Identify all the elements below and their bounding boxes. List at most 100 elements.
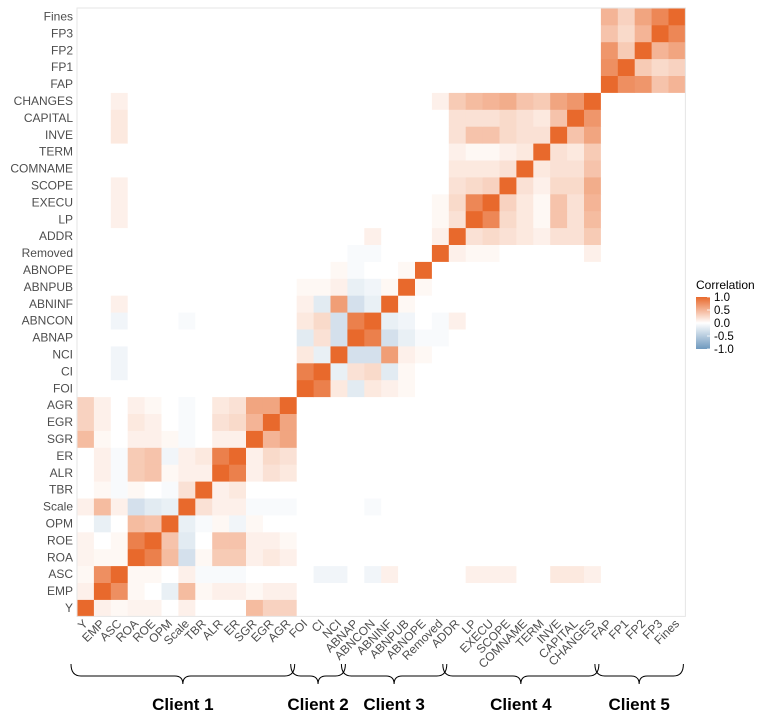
- heatmap-cell-nci-agr: [279, 346, 298, 364]
- heatmap-cell-scale-agr: [279, 498, 298, 516]
- heatmap-cell-emp-er: [229, 582, 247, 600]
- heatmap-cell-foi-fap: [600, 379, 619, 398]
- heatmap-cell-fp1-term: [533, 58, 551, 76]
- heatmap-cell-abnpub-foi: [296, 278, 314, 296]
- y-tick-fp2: FP2: [51, 43, 73, 57]
- heatmap-cell-lp-abncon: [364, 210, 382, 229]
- heatmap-cell-roe-roa: [127, 531, 145, 550]
- heatmap-cell-ci-removed: [431, 362, 450, 381]
- heatmap-cell-changes-nci: [330, 92, 348, 110]
- heatmap-cell-fp1-changes: [584, 58, 602, 76]
- heatmap-cell-scale-comname: [516, 498, 534, 516]
- heatmap-cell-ci-inve: [550, 362, 568, 381]
- heatmap-cell-fp2-fp1: [617, 41, 636, 60]
- heatmap-cell-comname-opm: [161, 160, 179, 178]
- heatmap-cell-nci-fines: [668, 346, 686, 364]
- heatmap-cell-scale-foi: [296, 498, 314, 516]
- heatmap-cell-er-lp: [465, 447, 483, 465]
- heatmap-cell-abnope-lp: [465, 261, 483, 279]
- heatmap-cell-egr-fp1: [617, 413, 636, 431]
- heatmap-cell-alr-abninf: [381, 464, 399, 482]
- heatmap-cell-agr-fines: [668, 396, 686, 414]
- heatmap-cell-scale-abncon: [364, 498, 382, 516]
- heatmap-cell-removed-term: [533, 244, 551, 262]
- heatmap-cell-comname-foi: [296, 160, 314, 178]
- heatmap-cell-inve-fp2: [634, 126, 652, 144]
- heatmap-cell-er-er: [229, 447, 247, 465]
- heatmap-cell-ci-abnap: [347, 362, 365, 381]
- heatmap-cell-sgr-removed: [431, 430, 450, 448]
- heatmap-cell-removed-tbr: [195, 244, 213, 262]
- heatmap-cell-abnope-capital: [567, 261, 585, 279]
- heatmap-cell-ci-fines: [668, 362, 686, 381]
- heatmap-cell-abnpub-er: [229, 278, 247, 296]
- heatmap-cell-capital-lp: [465, 109, 483, 127]
- heatmap-cell-sgr-scale: [178, 430, 196, 448]
- heatmap-cell-er-fp2: [634, 447, 652, 465]
- heatmap-cell-roe-term: [533, 531, 551, 550]
- heatmap-cell-fines-roe: [144, 8, 162, 26]
- heatmap-cell-changes-abnap: [347, 92, 365, 110]
- heatmap-cell-term-nci: [330, 143, 348, 161]
- heatmap-cell-opm-fp2: [634, 515, 652, 533]
- y-tick-abncon: ABNCON: [22, 314, 73, 328]
- heatmap-cell-term-changes: [584, 143, 602, 161]
- heatmap-cell-tbr-fp1: [617, 481, 636, 499]
- heatmap-cell-y-lp: [465, 599, 483, 617]
- heatmap-cell-execu-abninf: [381, 193, 399, 212]
- y-tick-scale: Scale: [43, 500, 73, 514]
- heatmap-cell-fp2-term: [533, 41, 551, 60]
- heatmap-cell-fap-abnope: [415, 75, 433, 93]
- heatmap-cell-foi-fp2: [634, 379, 652, 398]
- heatmap-cell-comname-removed: [431, 160, 450, 178]
- heatmap-cell-changes-sgr: [246, 92, 264, 110]
- heatmap-cell-foi-egr: [262, 379, 281, 398]
- heatmap-cell-ci-term: [533, 362, 551, 381]
- heatmap-cell-removed-y: [77, 244, 95, 262]
- heatmap-cell-scope-fp1: [617, 177, 636, 195]
- heatmap-cell-ci-er: [229, 362, 247, 381]
- heatmap-cell-fp2-ci: [313, 41, 331, 60]
- client-group-brace-3: [340, 663, 448, 685]
- heatmap-cell-alr-removed: [431, 464, 450, 482]
- heatmap-cell-asc-asc: [110, 565, 129, 583]
- heatmap-cell-abnap-er: [229, 329, 247, 347]
- heatmap-cell-scale-inve: [550, 498, 568, 516]
- heatmap-cell-fp2-removed: [431, 41, 450, 60]
- heatmap-cell-lp-roa: [127, 210, 145, 229]
- heatmap-cell-fp3-roe: [144, 24, 162, 43]
- heatmap-cell-asc-abnap: [347, 565, 365, 583]
- heatmap-cell-abnope-inve: [550, 261, 568, 279]
- heatmap-cell-addr-alr: [212, 227, 230, 245]
- heatmap-cell-asc-removed: [431, 565, 450, 583]
- heatmap-cell-opm-agr: [279, 515, 298, 533]
- heatmap-cell-roa-capital: [567, 548, 585, 567]
- heatmap-cell-roa-y: [77, 548, 95, 567]
- heatmap-cell-execu-execu: [482, 193, 500, 212]
- heatmap-cell-inve-abnap: [347, 126, 365, 144]
- heatmap-cell-sgr-abnap: [347, 430, 365, 448]
- heatmap-cell-fines-addr: [448, 8, 467, 26]
- heatmap-cell-foi-er: [229, 379, 247, 398]
- heatmap-cell-removed-capital: [567, 244, 585, 262]
- heatmap-cell-nci-abnpub: [398, 346, 416, 364]
- heatmap-cell-tbr-addr: [448, 481, 467, 499]
- heatmap-cell-opm-nci: [330, 515, 348, 533]
- legend: Correlation 1.00.50.0-0.5-1.0: [696, 278, 755, 356]
- y-tick-egr: EGR: [47, 415, 73, 429]
- heatmap-cell-agr-roe: [144, 396, 162, 414]
- heatmap-cell-abnope-scope: [499, 261, 517, 279]
- heatmap-cell-roa-abnap: [347, 548, 365, 567]
- heatmap-cell-fines-fines: [668, 8, 686, 26]
- heatmap-cell-term-tbr: [195, 143, 213, 161]
- heatmap-cell-egr-foi: [296, 413, 314, 431]
- heatmap-cell-inve-roa: [127, 126, 145, 144]
- heatmap-cell-abnap-inve: [550, 329, 568, 347]
- heatmap-cell-fp2-abnope: [415, 41, 433, 60]
- heatmap-cell-sgr-inve: [550, 430, 568, 448]
- heatmap-cell-tbr-capital: [567, 481, 585, 499]
- heatmap-cell-asc-foi: [296, 565, 314, 583]
- heatmap-cell-fp3-opm: [161, 24, 179, 43]
- heatmap-cell-foi-abncon: [364, 379, 382, 398]
- heatmap-cell-opm-lp: [465, 515, 483, 533]
